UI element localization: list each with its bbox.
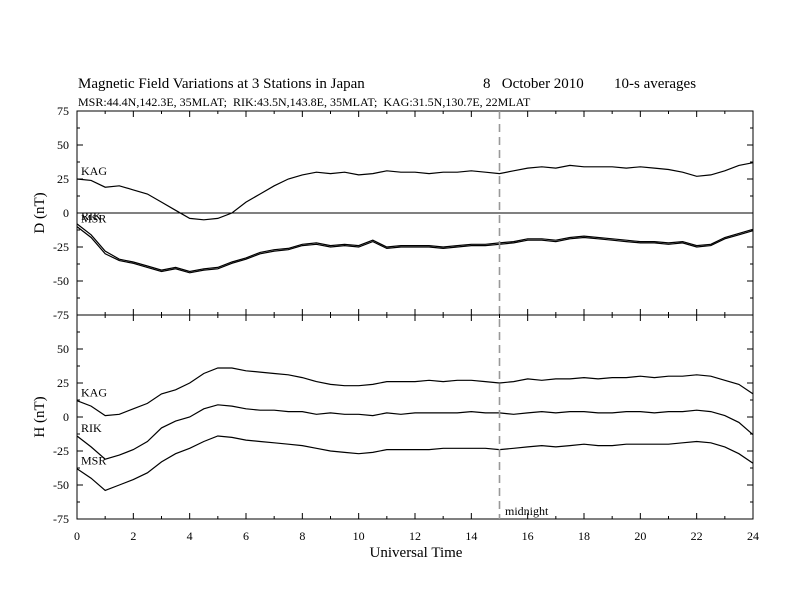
y-tick-label: -25 <box>53 240 69 254</box>
x-tick-label: 8 <box>299 529 305 543</box>
series-line-kag <box>76 162 754 221</box>
station-coordinates: MSR:44.4N,142.3E, 35MLAT; RIK:43.5N,143.… <box>78 95 531 109</box>
chart-date: 8 October 2010 <box>483 76 584 92</box>
y-tick-label: -25 <box>53 444 69 458</box>
x-tick-label: 20 <box>634 529 646 543</box>
y-tick-label: 0 <box>63 206 69 220</box>
chart-averaging: 10-s averages <box>614 76 696 92</box>
series-label-rik: RIK <box>81 209 102 223</box>
x-tick-label: 18 <box>578 529 590 543</box>
x-tick-label: 0 <box>74 529 80 543</box>
y-tick-label: -75 <box>53 512 69 526</box>
y-tick-label: -50 <box>53 274 69 288</box>
series-label-msr: MSR <box>81 454 106 468</box>
x-tick-label: 6 <box>243 529 249 543</box>
chart-title: Magnetic Field Variations at 3 Stations … <box>78 76 365 92</box>
y-tick-label: 75 <box>57 104 69 118</box>
x-tick-label: 12 <box>409 529 421 543</box>
x-tick-label: 4 <box>187 529 193 543</box>
series-line-rik <box>76 404 754 460</box>
y-tick-label: -50 <box>53 478 69 492</box>
series-label-kag: KAG <box>81 164 107 178</box>
x-tick-label: 24 <box>747 529 759 543</box>
y-tick-label: 50 <box>57 342 69 356</box>
y-tick-label: -75 <box>53 308 69 322</box>
y-tick-label: 25 <box>57 172 69 186</box>
series-label-kag: KAG <box>81 386 107 400</box>
x-tick-label: 2 <box>130 529 136 543</box>
x-tick-label: 16 <box>522 529 534 543</box>
series-label-rik: RIK <box>81 421 102 435</box>
panel-frame <box>76 314 754 520</box>
x-tick-label: 10 <box>353 529 365 543</box>
x-axis-title: Universal Time <box>370 545 463 561</box>
panel-h: 50 25 0 -25 -50 -75 H (nT) KAG RIK MSR <box>32 314 754 526</box>
y-tick-label: 0 <box>63 410 69 424</box>
midnight-label: midnight <box>505 504 549 518</box>
series-line-msr <box>76 435 754 492</box>
series-label-msr: MSR <box>81 212 106 226</box>
y-axis-title: H (nT) <box>32 396 48 437</box>
y-axis-title: D (nT) <box>32 192 48 233</box>
y-tick-label: 25 <box>57 376 69 390</box>
series-line-rik <box>76 223 754 273</box>
y-tick-label: 50 <box>57 138 69 152</box>
x-tick-label: 22 <box>691 529 703 543</box>
series-line-msr <box>76 226 754 274</box>
series-line-kag <box>76 367 754 417</box>
x-tick-label: 14 <box>465 529 477 543</box>
